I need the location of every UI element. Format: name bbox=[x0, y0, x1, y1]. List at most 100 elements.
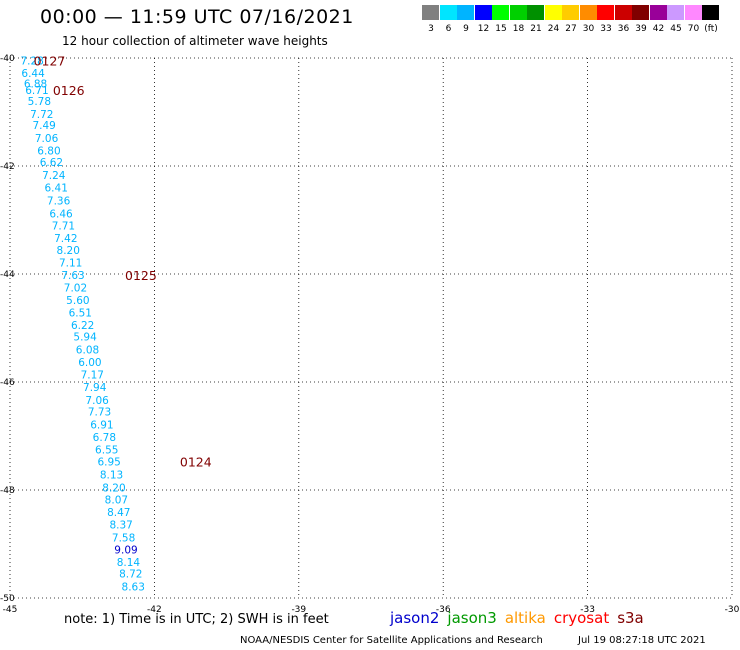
wave-height-point: 8.07 bbox=[105, 495, 128, 507]
time-annotation: 0125 bbox=[125, 268, 157, 283]
wave-height-point: 7.06 bbox=[35, 133, 59, 145]
legend-swatch bbox=[492, 5, 509, 20]
wave-height-point: 7.49 bbox=[32, 120, 55, 132]
legend-swatch bbox=[457, 5, 474, 20]
legend-swatch bbox=[614, 5, 632, 20]
satellite-label-cryosat: cryosat bbox=[553, 609, 610, 627]
legend-swatch bbox=[649, 5, 667, 20]
wave-height-point: 7.24 bbox=[42, 170, 66, 182]
chart-subtitle: 12 hour collection of altimeter wave hei… bbox=[62, 34, 328, 48]
y-tick-label: -48 bbox=[0, 486, 15, 496]
legend-label: 45 bbox=[670, 24, 682, 34]
time-annotation: 0127 bbox=[34, 54, 66, 69]
wave-height-point: 7.63 bbox=[61, 270, 84, 282]
footer-note: note: 1) Time is in UTC; 2) SWH is in fe… bbox=[64, 612, 329, 627]
legend-swatch bbox=[474, 5, 492, 20]
x-tick-label: -45 bbox=[3, 605, 18, 615]
wave-height-point: 7.28 bbox=[20, 56, 43, 68]
legend-label: 21 bbox=[530, 24, 542, 34]
legend-swatch bbox=[422, 5, 439, 20]
y-tick-label: -44 bbox=[0, 270, 15, 280]
legend-label: 3 bbox=[428, 24, 434, 34]
wave-height-point: 8.14 bbox=[117, 557, 141, 569]
wave-height-point: 8.37 bbox=[109, 520, 132, 532]
wave-height-point: 7.73 bbox=[88, 407, 111, 419]
wave-height-point: 8.13 bbox=[100, 469, 123, 481]
credit-text: NOAA/NESDIS Center for Satellite Applica… bbox=[240, 635, 543, 646]
wave-height-point: 6.62 bbox=[40, 157, 63, 169]
wave-height-point: 6.95 bbox=[97, 456, 120, 468]
wave-height-point: 8.20 bbox=[102, 482, 125, 494]
wave-height-point: 6.88 bbox=[24, 78, 47, 90]
legend-label: 6 bbox=[445, 24, 452, 34]
satellite-label-s3a: s3a bbox=[617, 609, 644, 627]
legend-label: 30 bbox=[582, 24, 595, 34]
chart-title: 00:00 — 11:59 UTC 07/16/2021 bbox=[40, 6, 354, 28]
y-tick-label: -42 bbox=[0, 162, 15, 172]
wave-height-point: 6.41 bbox=[45, 183, 68, 195]
legend-label: 33 bbox=[600, 24, 612, 34]
wave-height-point: 6.78 bbox=[93, 432, 116, 444]
x-tick-label: -36 bbox=[436, 605, 451, 615]
x-tick-label: -30 bbox=[725, 605, 740, 615]
legend-label: 18 bbox=[512, 24, 525, 34]
legend-label: (ft) bbox=[704, 24, 718, 34]
y-tick-label: -40 bbox=[0, 54, 15, 64]
legend-swatch bbox=[597, 5, 614, 20]
wave-height-point: 5.78 bbox=[28, 96, 51, 108]
wave-height-point: 7.36 bbox=[47, 196, 71, 208]
satellite-label-altika: altika bbox=[504, 609, 546, 627]
wave-height-point: 6.08 bbox=[76, 345, 99, 357]
wave-height-point: 7.58 bbox=[112, 533, 135, 545]
wave-height-point: 6.51 bbox=[69, 307, 92, 319]
wave-height-point: 7.11 bbox=[59, 258, 82, 270]
legend-swatch bbox=[702, 5, 719, 20]
legend-swatch bbox=[527, 5, 544, 20]
generated-timestamp: Jul 19 08:27:18 UTC 2021 bbox=[578, 635, 706, 646]
wave-height-point: 7.71 bbox=[52, 220, 75, 232]
legend-label: 12 bbox=[477, 24, 490, 34]
y-tick-label: -46 bbox=[0, 378, 15, 388]
legend-swatch bbox=[684, 5, 702, 20]
legend-label: 70 bbox=[687, 24, 700, 34]
wave-height-point: 5.94 bbox=[73, 332, 97, 344]
time-annotation: 0124 bbox=[180, 454, 212, 469]
satellite-label-jason3: jason3 bbox=[447, 609, 497, 627]
wave-height-point: 7.72 bbox=[30, 109, 53, 121]
legend-swatch bbox=[579, 5, 597, 20]
wave-height-point: 7.06 bbox=[85, 395, 109, 407]
wave-height-point: 7.17 bbox=[81, 369, 104, 381]
wave-height-point: 6.00 bbox=[78, 357, 101, 369]
legend-swatch bbox=[509, 5, 527, 20]
satellite-legend: jason2 jason3 altika cryosat s3a bbox=[390, 609, 652, 627]
legend-label: 9 bbox=[463, 24, 469, 34]
wave-height-point: 8.63 bbox=[122, 582, 145, 594]
time-annotation: 0126 bbox=[53, 83, 85, 98]
wave-height-point: 8.72 bbox=[119, 569, 142, 581]
legend-label: 39 bbox=[635, 24, 647, 34]
x-tick-label: -39 bbox=[291, 605, 306, 615]
wave-height-point: 9.09 bbox=[114, 544, 137, 556]
legend-label: 24 bbox=[547, 24, 560, 34]
wave-height-point: 8.20 bbox=[57, 245, 80, 257]
y-tick-label: -50 bbox=[0, 594, 15, 604]
legend-swatch bbox=[544, 5, 562, 20]
wave-height-point: 7.94 bbox=[83, 382, 107, 394]
legend-label: 42 bbox=[652, 24, 665, 34]
wave-height-point: 5.60 bbox=[66, 295, 89, 307]
legend-swatch bbox=[562, 5, 579, 20]
satellite-label-jason2: jason2 bbox=[390, 609, 440, 627]
x-tick-label: -33 bbox=[580, 605, 595, 615]
x-tick-label: -42 bbox=[147, 605, 162, 615]
legend-swatch bbox=[632, 5, 649, 20]
legend-label: 15 bbox=[495, 24, 507, 34]
legend-swatch bbox=[439, 5, 457, 20]
wave-height-point: 6.44 bbox=[21, 68, 45, 80]
wave-height-point: 7.42 bbox=[54, 233, 77, 245]
wave-height-point: 6.46 bbox=[49, 209, 73, 221]
legend-label: 36 bbox=[617, 24, 630, 34]
wave-height-point: 6.22 bbox=[71, 320, 94, 332]
legend-swatch bbox=[667, 5, 684, 20]
legend-label: 27 bbox=[565, 24, 577, 34]
